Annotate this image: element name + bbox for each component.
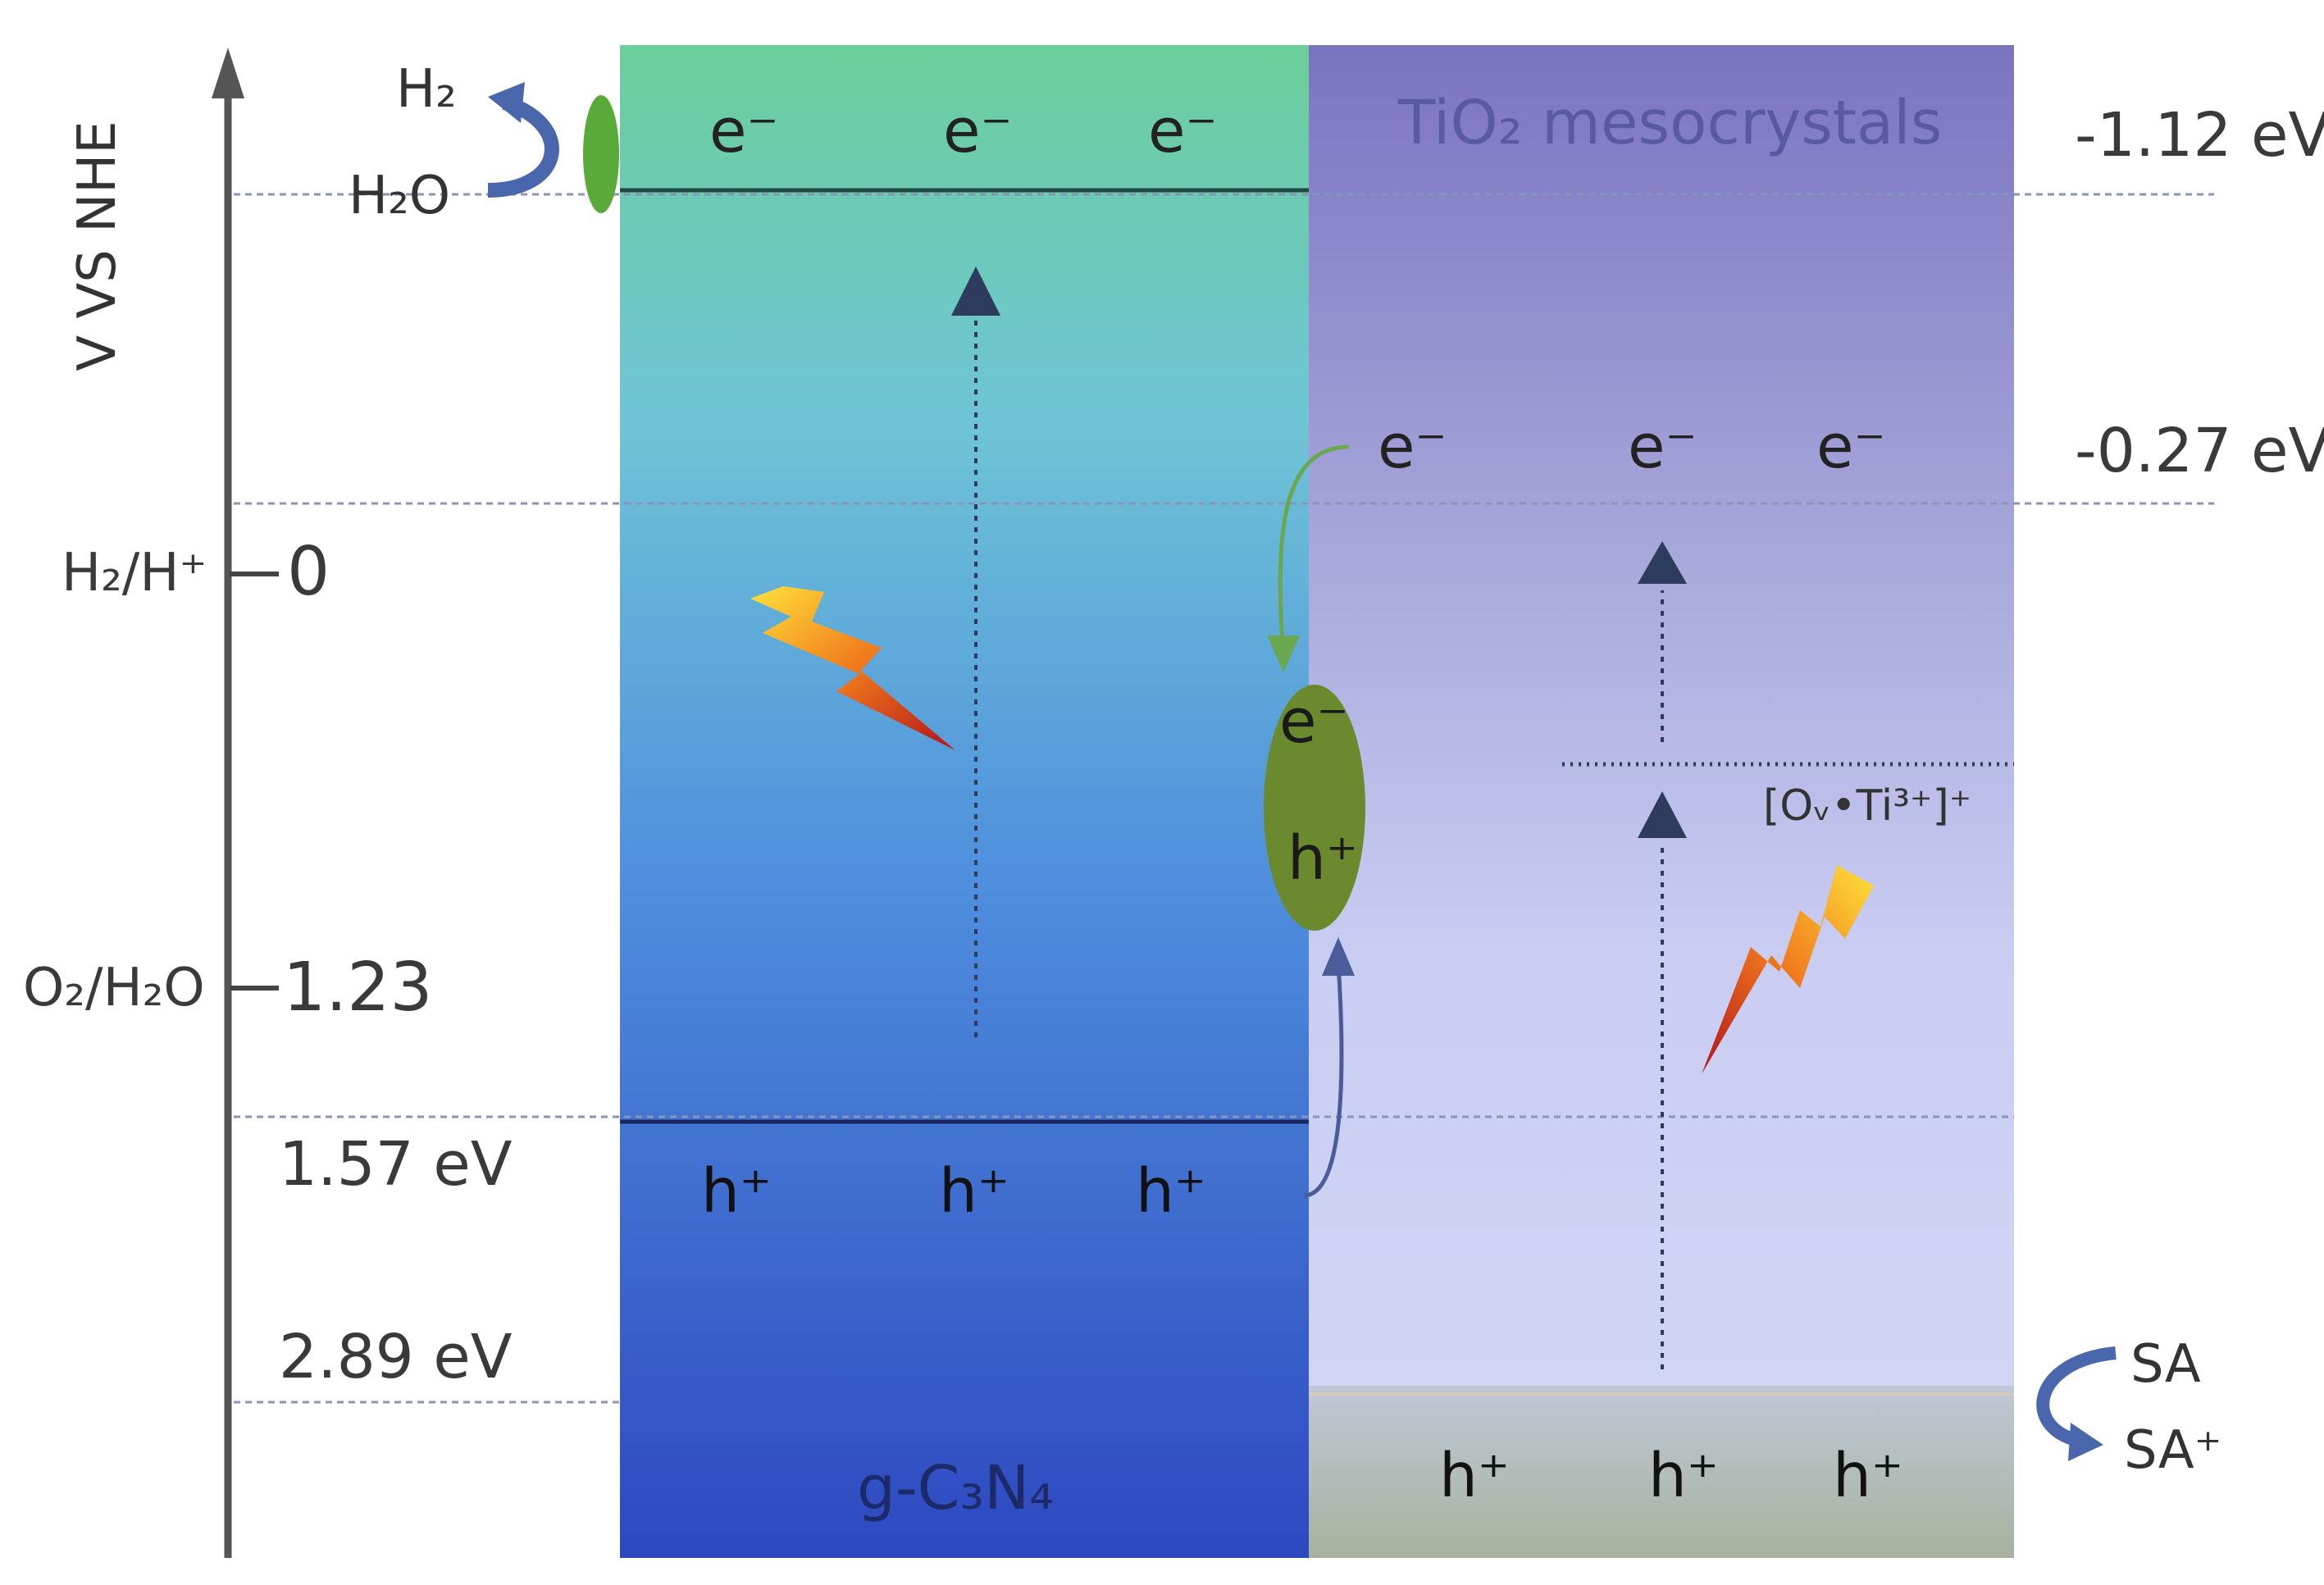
gcn-band-block: [620, 45, 1309, 1558]
recombination-ellipse: [1264, 685, 1365, 931]
sa-oxidation-arrow: [2036, 1346, 2117, 1448]
recomb-electron: e⁻: [1279, 686, 1349, 757]
electron-tio2-1: e⁻: [1378, 412, 1447, 482]
tio2-valence-region: [1309, 1386, 2014, 1558]
h2-evolution-arrow: [487, 95, 559, 198]
material-label-tio2: TiO₂ mesocrystals: [1397, 88, 1942, 158]
electron-transfer-arrowhead: [1267, 635, 1300, 672]
energy-label-cb-tio2: -1.12 eV: [2075, 100, 2324, 171]
hole-gcn-3: h⁺: [1136, 1156, 1206, 1227]
electron-tio2-2: e⁻: [1628, 412, 1697, 482]
hole-tio2-3: h⁺: [1833, 1441, 1903, 1511]
electron-gcn-2: e⁻: [943, 96, 1013, 166]
electron-gcn-3: e⁻: [1148, 96, 1218, 166]
light-bolt-tio2: [1702, 865, 1874, 1074]
defect-label: [Oᵥ•Ti³⁺]⁺: [1763, 781, 1971, 831]
hole-tio2-1: h⁺: [1439, 1441, 1510, 1511]
axis-label: V VS NHE: [67, 121, 128, 371]
material-label-gcn: g-C₃N₄: [857, 1453, 1054, 1524]
electron-tio2-3: e⁻: [1816, 412, 1886, 482]
excitation-arrowhead-gcn: [951, 266, 1000, 316]
electron-transfer-arrow: [1278, 444, 1350, 657]
ref-h2-value: 0: [287, 533, 330, 611]
h2-evolution-arrowhead: [488, 82, 525, 123]
energy-label-vb-gcn: 1.57 eV: [279, 1129, 513, 1200]
energy-label-vb-tio2: 2.89 eV: [279, 1322, 513, 1392]
hole-gcn-1: h⁺: [701, 1156, 772, 1227]
hole-transfer-arrow: [1303, 963, 1344, 1198]
ref-h2-label: H₂/H⁺: [62, 543, 207, 603]
hole-gcn-2: h⁺: [939, 1156, 1009, 1227]
hole-transfer-arrowhead: [1322, 937, 1355, 976]
sa-oxidation-arrowhead: [2068, 1423, 2103, 1461]
recomb-hole: h⁺: [1287, 823, 1358, 894]
excitation-arrowhead-tio2-lower: [1638, 791, 1687, 838]
excitation-arrowhead-tio2-upper: [1638, 541, 1687, 584]
light-bolt-gcn: [750, 586, 955, 750]
ref-o2-label: O₂/H₂O: [23, 958, 205, 1018]
hole-tio2-2: h⁺: [1648, 1441, 1719, 1511]
energy-axis-arrowhead: [212, 48, 244, 98]
species-sa: SA: [2130, 1334, 2201, 1395]
h2-cocatalyst: [583, 95, 619, 213]
energy-label-cb-tio2-low: -0.27 eV: [2075, 416, 2324, 486]
species-h2o: H₂O: [349, 166, 450, 226]
electron-gcn-1: e⁻: [709, 96, 779, 166]
species-h2: H₂: [396, 59, 457, 120]
species-sa-plus: SA⁺: [2124, 1420, 2221, 1481]
ref-o2-value: 1.23: [283, 949, 433, 1027]
